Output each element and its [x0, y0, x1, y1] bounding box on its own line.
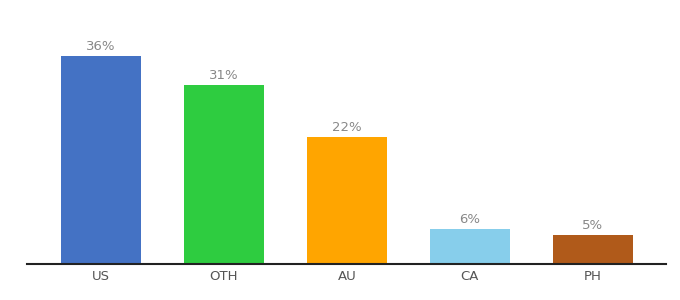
Bar — [307, 137, 387, 264]
Bar — [430, 229, 510, 264]
Bar — [184, 85, 264, 264]
Bar — [553, 235, 632, 264]
Text: 5%: 5% — [582, 219, 603, 232]
Text: 22%: 22% — [332, 121, 362, 134]
Text: 6%: 6% — [459, 213, 480, 226]
Text: 31%: 31% — [209, 69, 239, 82]
Text: 36%: 36% — [86, 40, 116, 53]
Bar — [61, 56, 141, 264]
